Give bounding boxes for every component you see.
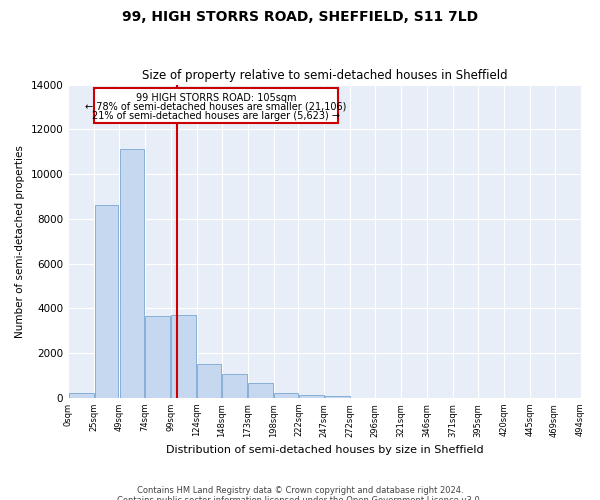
- Bar: [274, 394, 298, 398]
- Title: Size of property relative to semi-detached houses in Sheffield: Size of property relative to semi-detach…: [142, 69, 507, 82]
- FancyBboxPatch shape: [94, 88, 338, 122]
- Bar: [95, 206, 118, 398]
- Bar: [197, 364, 221, 398]
- Bar: [325, 396, 350, 398]
- Text: Contains HM Land Registry data © Crown copyright and database right 2024.: Contains HM Land Registry data © Crown c…: [137, 486, 463, 495]
- X-axis label: Distribution of semi-detached houses by size in Sheffield: Distribution of semi-detached houses by …: [166, 445, 483, 455]
- Text: 99, HIGH STORRS ROAD, SHEFFIELD, S11 7LD: 99, HIGH STORRS ROAD, SHEFFIELD, S11 7LD: [122, 10, 478, 24]
- Bar: [145, 316, 170, 398]
- Text: Contains public sector information licensed under the Open Government Licence v3: Contains public sector information licen…: [118, 496, 482, 500]
- Text: ← 78% of semi-detached houses are smaller (21,106): ← 78% of semi-detached houses are smalle…: [85, 102, 347, 112]
- Bar: [68, 393, 94, 398]
- Text: 21% of semi-detached houses are larger (5,623) →: 21% of semi-detached houses are larger (…: [92, 110, 340, 120]
- Bar: [172, 315, 196, 398]
- Bar: [248, 384, 273, 398]
- Bar: [119, 150, 145, 398]
- Bar: [222, 374, 247, 398]
- Text: 99 HIGH STORRS ROAD: 105sqm: 99 HIGH STORRS ROAD: 105sqm: [136, 93, 296, 103]
- Y-axis label: Number of semi-detached properties: Number of semi-detached properties: [15, 145, 25, 338]
- Bar: [299, 394, 324, 398]
